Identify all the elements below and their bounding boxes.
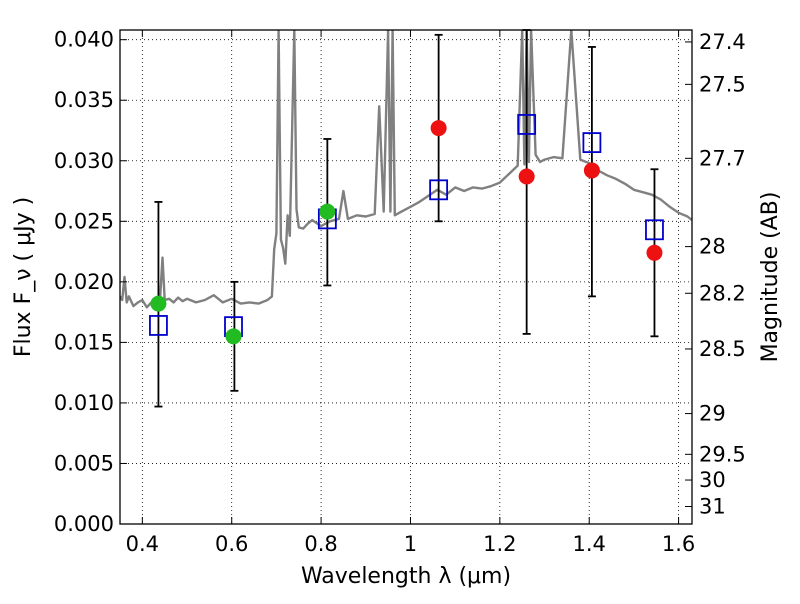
right-tick-label: 28 — [699, 235, 726, 259]
x-tick-label: 0.6 — [215, 532, 248, 556]
right-tick-label: 29 — [699, 402, 726, 426]
right-tick-label: 28.2 — [699, 281, 746, 305]
observed-flux-point — [150, 295, 167, 312]
right-tick-label: 27.7 — [699, 146, 746, 170]
x-tick-label: 1.4 — [573, 532, 606, 556]
y-tick-label: 0.040 — [54, 28, 114, 52]
observed-flux-point — [646, 244, 663, 261]
model-flux-square — [645, 219, 664, 241]
model-flux-square — [517, 114, 537, 135]
markers — [149, 114, 664, 345]
observed-flux-point — [225, 328, 242, 345]
right-tick-label: 30 — [699, 468, 726, 492]
y-tick-label: 0.030 — [54, 149, 114, 173]
y-tick-label: 0.015 — [54, 330, 114, 354]
observed-flux-point — [319, 203, 336, 220]
x-axis-title: Wavelength λ (μm) — [301, 564, 511, 589]
y-axis-right-title: Magnitude (AB) — [758, 192, 783, 363]
plot-area — [120, 30, 692, 309]
x-tick-label: 1.2 — [483, 532, 516, 556]
tick-labels: 0.4 0.6 0.8 1 1.2 1.4 1.6 0.000 0.005 0.010 0.015 0… — [54, 28, 746, 556]
model-flux-square — [149, 315, 168, 336]
x-tick-label: 0.4 — [126, 532, 159, 556]
plot-frame — [119, 29, 693, 525]
right-tick-label: 29.5 — [699, 442, 746, 466]
right-tick-label: 27.4 — [699, 30, 746, 54]
observed-flux-point — [518, 168, 535, 185]
y-tick-label: 0.020 — [54, 270, 114, 294]
y-tick-label: 0.025 — [54, 209, 114, 233]
y-tick-label: 0.005 — [54, 451, 114, 475]
model-flux-square — [582, 132, 602, 154]
right-tick-label: 28.5 — [699, 337, 746, 361]
x-tick-label: 1.6 — [662, 532, 695, 556]
x-tick-label: 1 — [404, 532, 417, 556]
y-axis-title: Flux F_ν ( μJy ) — [11, 197, 36, 357]
y-tick-label: 0.010 — [54, 391, 114, 415]
observed-flux-point — [430, 120, 447, 137]
x-tick-label: 0.8 — [304, 532, 337, 556]
observed-flux-point — [583, 162, 600, 179]
plot-background — [120, 30, 692, 524]
y-tick-label: 0.000 — [54, 512, 114, 536]
model-spectrum-line — [120, 30, 692, 309]
y-tick-label: 0.035 — [54, 88, 114, 112]
axis-ticks — [120, 30, 692, 525]
right-tick-label: 31 — [699, 494, 726, 518]
model-flux-square — [429, 179, 449, 201]
right-tick-label: 27.5 — [699, 72, 746, 96]
